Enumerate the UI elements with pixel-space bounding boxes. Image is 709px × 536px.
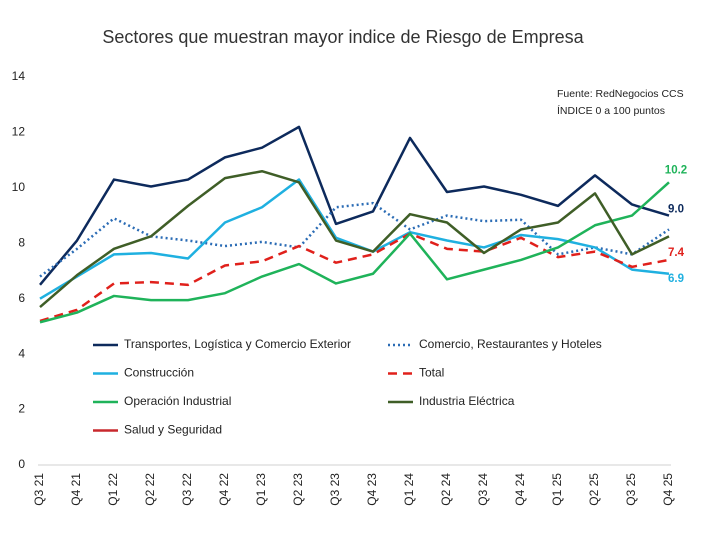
x-tick-label: Q4 24 [513, 473, 527, 506]
x-tick-label: Q3 23 [328, 473, 342, 506]
y-tick-label: 4 [18, 346, 25, 360]
series-line [39, 232, 670, 323]
legend-label: Industria Eléctrica [419, 394, 515, 408]
y-tick-label: 2 [18, 402, 25, 416]
x-tick-label: Q3 21 [32, 473, 46, 506]
legend-label: Construcción [124, 366, 194, 380]
y-tick-label: 14 [12, 69, 26, 83]
x-tick-label: Q1 25 [550, 473, 564, 506]
legend-label: Transportes, Logística y Comercio Exteri… [124, 337, 351, 351]
series-line [39, 169, 670, 308]
legend-label: Salud y Seguridad [124, 423, 222, 437]
x-tick-label: Q2 25 [587, 473, 601, 506]
y-tick-label: 0 [18, 457, 25, 471]
chart-title: Sectores que muestran mayor indice de Ri… [102, 27, 584, 47]
value-label: 7.4 [668, 247, 685, 259]
legend-label: Operación Industrial [124, 394, 231, 408]
x-tick-label: Q3 25 [624, 473, 638, 506]
x-tick-label: Q4 25 [661, 473, 675, 506]
value-label: 6.9 [668, 273, 684, 285]
x-tick-label: Q3 22 [180, 473, 194, 506]
legend-label: Comercio, Restaurantes y Hoteles [419, 337, 602, 351]
x-tick-label: Q4 21 [69, 473, 83, 506]
x-tick-label: Q1 23 [254, 473, 268, 506]
series-line [39, 181, 670, 324]
x-tick-label: Q4 22 [217, 473, 231, 506]
legend-label: Total [419, 366, 444, 380]
x-tick-label: Q4 23 [365, 473, 379, 506]
x-tick-label: Q1 24 [402, 473, 416, 506]
y-tick-label: 10 [12, 180, 26, 194]
series-line [39, 201, 670, 278]
series-line [39, 125, 670, 286]
x-tick-label: Q1 22 [106, 473, 120, 506]
y-tick-label: 6 [18, 291, 25, 305]
x-tick-label: Q2 24 [439, 473, 453, 506]
y-tick-label: 8 [18, 235, 25, 249]
x-tick-label: Q2 22 [143, 473, 157, 506]
value-label: 9.0 [668, 204, 684, 216]
x-tick-label: Q2 23 [291, 473, 305, 506]
series-line [39, 178, 670, 300]
value-label: 10.2 [665, 164, 687, 176]
y-tick-label: 12 [12, 125, 26, 139]
annotation: ÍNDICE 0 a 100 puntos [557, 104, 665, 117]
x-tick-label: Q3 24 [476, 473, 490, 506]
annotation: Fuente: RedNegocios CCS [557, 88, 684, 100]
